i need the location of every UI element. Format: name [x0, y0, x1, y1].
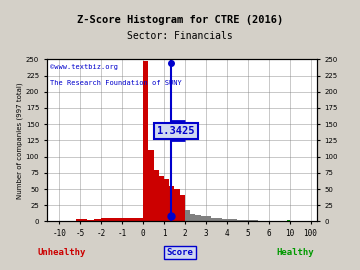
Text: Unhealthy: Unhealthy: [37, 248, 85, 257]
Bar: [227, 220, 232, 221]
Bar: [206, 216, 211, 221]
Bar: [180, 195, 185, 221]
Text: Sector: Financials: Sector: Financials: [127, 31, 233, 42]
Bar: [76, 219, 80, 221]
Bar: [253, 220, 258, 221]
Bar: [164, 179, 169, 221]
Text: 1.3425: 1.3425: [157, 126, 195, 136]
Bar: [237, 220, 243, 221]
Bar: [287, 220, 289, 221]
Bar: [211, 218, 216, 221]
Bar: [80, 219, 87, 221]
Text: ©www.textbiz.org: ©www.textbiz.org: [50, 64, 117, 70]
Bar: [201, 216, 206, 221]
Text: The Research Foundation of SUNY: The Research Foundation of SUNY: [50, 80, 181, 86]
Bar: [101, 218, 122, 221]
Bar: [221, 219, 227, 221]
Bar: [122, 218, 143, 221]
Bar: [94, 220, 101, 221]
Bar: [159, 176, 164, 221]
Bar: [185, 210, 190, 221]
Bar: [169, 186, 175, 221]
Bar: [143, 61, 148, 221]
Text: Score: Score: [167, 248, 193, 257]
Bar: [232, 220, 237, 221]
Text: Healthy: Healthy: [276, 248, 314, 257]
Bar: [248, 220, 253, 221]
Bar: [175, 189, 180, 221]
Bar: [87, 220, 94, 221]
Text: Z-Score Histogram for CTRE (2016): Z-Score Histogram for CTRE (2016): [77, 15, 283, 25]
Bar: [216, 218, 221, 221]
Bar: [195, 215, 201, 221]
Bar: [154, 170, 159, 221]
Bar: [190, 214, 195, 221]
Y-axis label: Number of companies (997 total): Number of companies (997 total): [17, 82, 23, 199]
Bar: [148, 150, 154, 221]
Bar: [243, 220, 248, 221]
